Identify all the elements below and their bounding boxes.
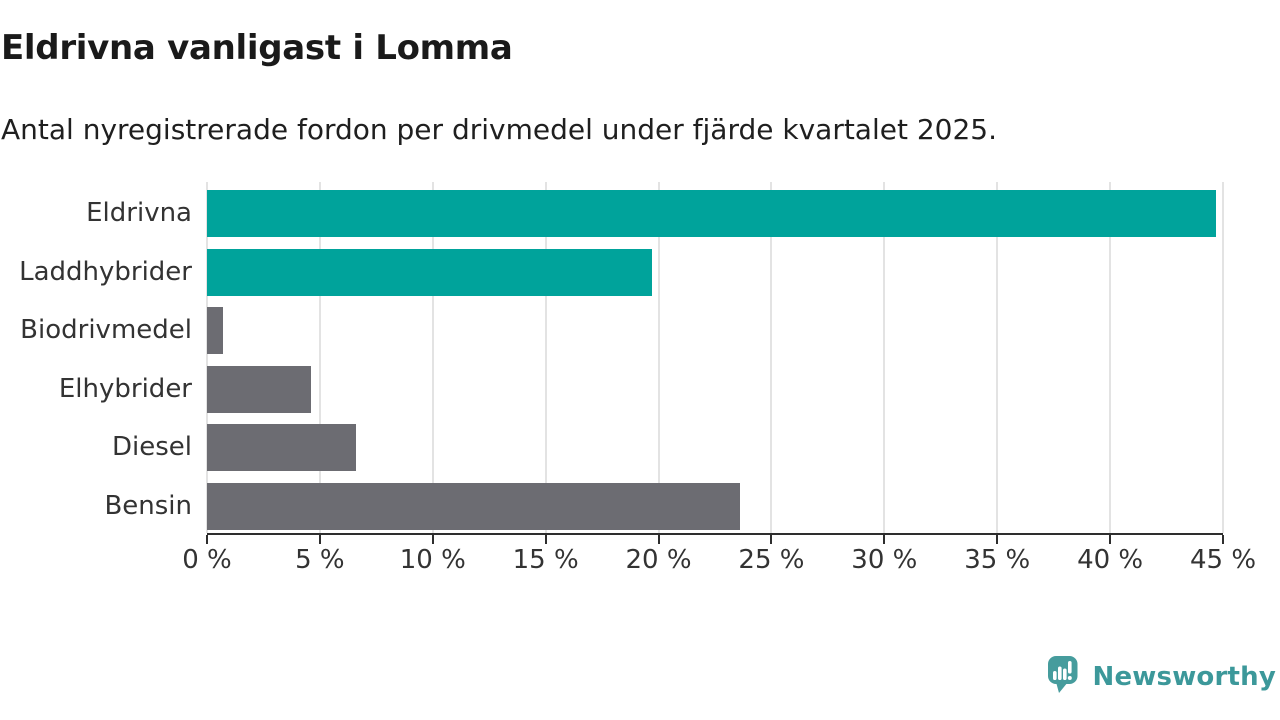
axis-tick: [1222, 535, 1224, 544]
category-label: Bensin: [104, 491, 192, 521]
category-label: Elhybrider: [58, 374, 192, 404]
axis-tick-label: 25 %: [738, 545, 805, 575]
category-label: Biodrivmedel: [20, 315, 192, 345]
brand-logo: Newsworthy: [1047, 656, 1276, 698]
axis-tick-label: 20 %: [625, 545, 692, 575]
bar-laddhybrider: [207, 249, 652, 296]
gridline: [1109, 182, 1112, 533]
axis-tick: [657, 535, 660, 544]
axis-tick: [883, 535, 886, 544]
gridline: [318, 182, 321, 533]
gridline: [657, 182, 660, 533]
category-label: Laddhybrider: [19, 257, 192, 287]
axis-tick-label: 45 %: [1189, 545, 1257, 575]
gridline: [431, 182, 434, 533]
gridline: [770, 182, 773, 533]
axis-tick: [431, 535, 434, 544]
axis-tick-label: 0 %: [182, 545, 232, 575]
brand-wordmark: Newsworthy: [1092, 662, 1276, 692]
gridline: [1222, 182, 1224, 533]
category-label: Diesel: [111, 432, 192, 462]
axis-tick-label: 30 %: [851, 545, 918, 575]
axis-tick: [1109, 535, 1112, 544]
axis-tick-label: 5 %: [295, 545, 345, 575]
bar-bensin: [207, 483, 740, 530]
axis-tick: [318, 535, 321, 544]
bar-diesel: [207, 424, 356, 471]
plot-area: 0 % 5 % 10 % 15 % 20 % 25 % 30 % 35 % 40 % 45 % El…: [19, 182, 1256, 575]
gridline: [206, 182, 208, 533]
chart-subtitle: Antal nyregistrerade fordon per drivmede…: [1, 113, 998, 146]
axis-tick-label: 35 %: [964, 545, 1031, 575]
axis-tick: [544, 535, 547, 544]
newsworthy-speech-bubble-bar-chart-icon: [1047, 656, 1078, 698]
axis-tick-label: 10 %: [399, 545, 466, 575]
bar-biodrivmedel: [207, 307, 223, 354]
chart-title: Eldrivna vanligast i Lomma: [1, 28, 513, 68]
axis-tick: [206, 535, 208, 544]
category-label: Eldrivna: [86, 198, 192, 228]
bar-eldrivna: [207, 190, 1217, 237]
axis-tick-label: 15 %: [512, 545, 579, 575]
gridline: [883, 182, 886, 533]
axis-tick-label: 40 %: [1077, 545, 1144, 575]
gridline: [544, 182, 547, 533]
gridline: [996, 182, 999, 533]
axis-tick: [996, 535, 999, 544]
bar-elhybrider: [207, 366, 311, 413]
axis-tick: [770, 535, 773, 544]
